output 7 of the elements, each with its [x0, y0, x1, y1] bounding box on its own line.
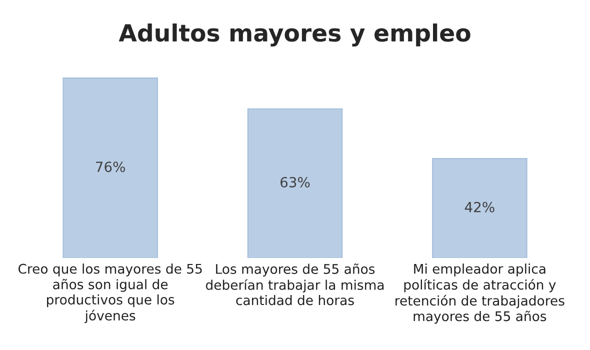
x-tick-label: Mi empleador aplica políticas de atracción y retención de trabajadores mayores de 55 años — [396, 264, 564, 324]
x-tick-label: Creo que los mayores de 55 años son igual de productivos que los jóvenes — [18, 264, 202, 324]
data-label: 63% — [280, 176, 310, 188]
x-tick-label: Los mayores de 55 años deberían trabajar la misma cantidad de horas — [206, 264, 384, 306]
data-label: 76% — [96, 162, 125, 172]
data-label: 42% — [464, 202, 494, 212]
chart-title: Adultos mayores y empleo — [118, 23, 470, 47]
